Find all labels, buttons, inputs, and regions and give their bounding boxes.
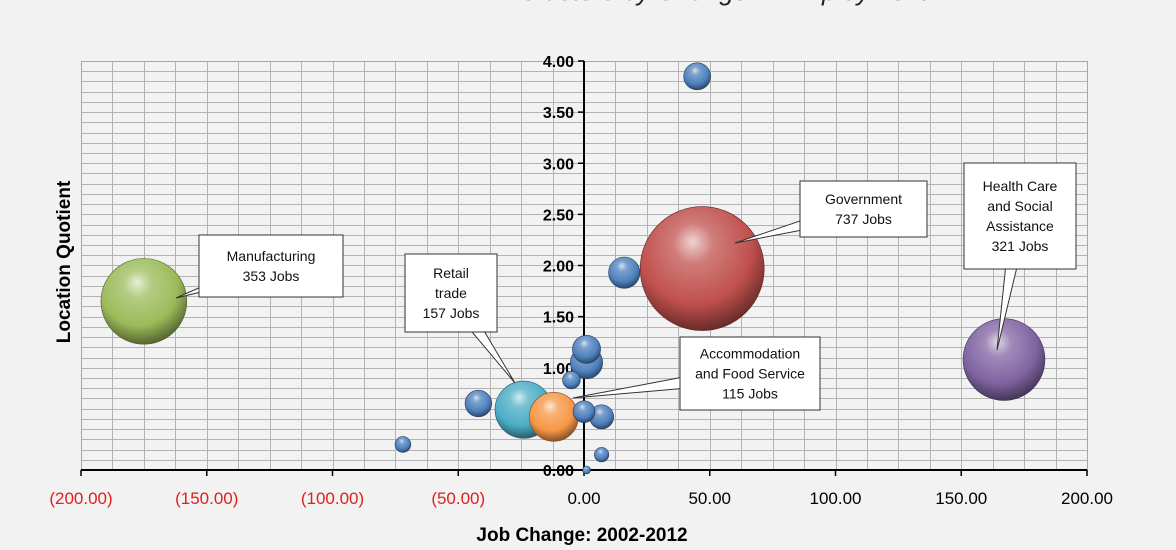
chart-title: Clusters by Change in Employment [520, 0, 1120, 16]
x-tick-label: 50.00 [688, 489, 731, 508]
y-tick-label: 3.00 [543, 156, 574, 173]
callout-label: Assistance [986, 218, 1054, 234]
y-tick-label: 2.50 [543, 207, 574, 224]
x-tick-label: 200.00 [1061, 489, 1113, 508]
callout-label: 321 Jobs [992, 238, 1049, 254]
bubble-accommodation-and-food-service [529, 392, 579, 442]
y-tick-label: 4.00 [543, 54, 574, 71]
x-tick-label: (200.00) [49, 489, 112, 508]
x-tick-label: 100.00 [810, 489, 862, 508]
callout-box-fill [680, 337, 820, 410]
bubble [683, 62, 711, 91]
callout-label: Health Care [983, 178, 1058, 194]
x-tick-label: 150.00 [935, 489, 987, 508]
callout-label: trade [435, 285, 467, 301]
callout-box-fill [199, 235, 343, 297]
bubble [394, 436, 412, 453]
callout-box-fill [964, 163, 1076, 269]
bubble [594, 447, 610, 463]
bubble [582, 465, 591, 475]
y-axis-title: Location Quotient [54, 180, 75, 343]
x-tick-label: (150.00) [175, 489, 238, 508]
y-tick-label: 1.50 [543, 310, 574, 327]
bubble-government [639, 206, 765, 331]
callout-box-fill [405, 254, 497, 332]
callout-label: 157 Jobs [423, 305, 480, 321]
bubble-health-care-and-social-assistance [962, 318, 1046, 401]
x-tick-label: (50.00) [431, 489, 485, 508]
bubble [572, 334, 601, 364]
y-tick-label: 3.50 [543, 105, 574, 122]
y-tick-label: 0.00 [543, 463, 574, 480]
bubble [608, 256, 641, 289]
callout-label: Retail [433, 265, 469, 281]
bubble [572, 400, 596, 423]
y-tick-label: 2.00 [543, 259, 574, 276]
x-tick-label: (100.00) [301, 489, 364, 508]
callout-label: and Food Service [695, 366, 805, 382]
callout-label: Manufacturing [227, 248, 316, 264]
x-axis-title: Job Change: 2002-2012 [476, 525, 687, 546]
callout-label: 737 Jobs [835, 211, 892, 227]
bubble-manufacturing [100, 258, 188, 345]
callout-label: 353 Jobs [243, 268, 300, 284]
callout-label: and Social [987, 198, 1052, 214]
bubble [464, 389, 492, 418]
callout-box-fill [800, 181, 927, 237]
callout-label: 115 Jobs [722, 386, 778, 402]
bubble [562, 370, 581, 390]
callout-label: Accommodation [700, 346, 800, 362]
callout-label: Government [825, 191, 902, 207]
x-tick-label: 0.00 [567, 489, 600, 508]
